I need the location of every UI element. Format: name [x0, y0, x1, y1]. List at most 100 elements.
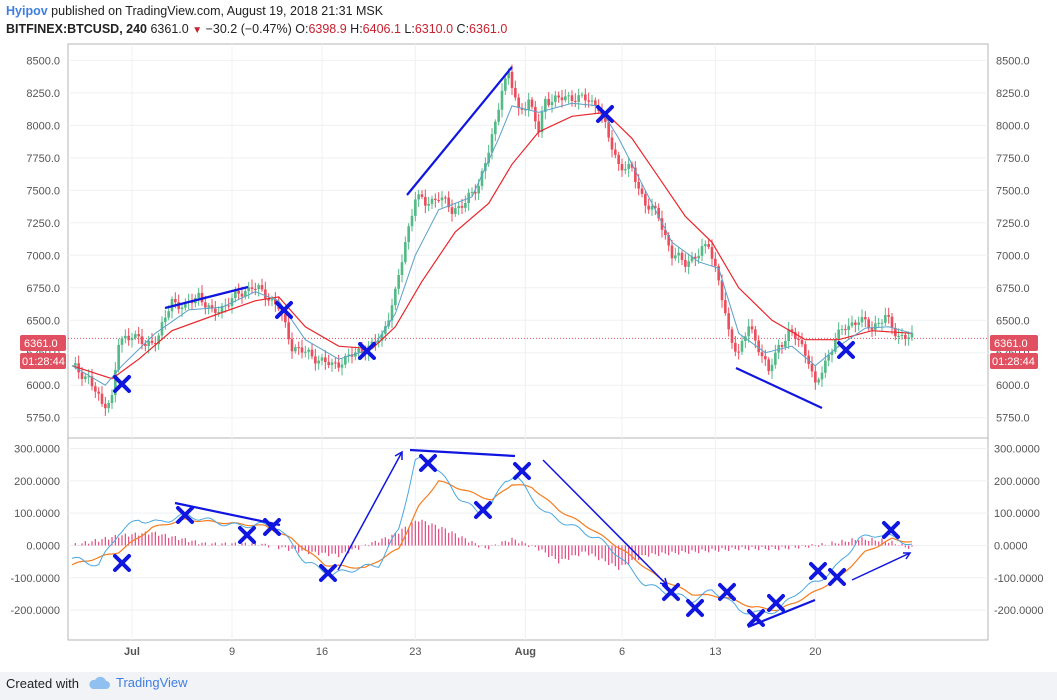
- price-tick-label: 7750.0: [26, 153, 60, 165]
- candle-body: [167, 311, 170, 318]
- candle-body: [264, 289, 267, 299]
- candle-body: [90, 376, 94, 387]
- time-tick-label: 13: [709, 646, 721, 658]
- candle-body: [150, 340, 154, 344]
- candle-body: [340, 364, 344, 368]
- candle-body: [317, 360, 320, 364]
- candle-body: [680, 252, 684, 260]
- candle-body: [427, 203, 430, 206]
- publish-info: Hyipov published on TradingView.com, Aug…: [6, 4, 383, 18]
- candle-body: [750, 326, 754, 330]
- arrow-lines[interactable]: [337, 450, 912, 587]
- symbol-info: BITFINEX:BTCUSD, 240 6361.0 ▼ −30.2 (−0.…: [6, 22, 507, 36]
- arrow-line[interactable]: [851, 552, 911, 581]
- x-mark-icon: [837, 341, 855, 359]
- candle-body: [617, 154, 620, 165]
- close-label: C:: [456, 22, 470, 36]
- x-mark-icon: [113, 554, 131, 572]
- low-label: L:: [404, 22, 415, 36]
- trend-lines[interactable]: [164, 66, 823, 629]
- candle-body: [817, 379, 820, 383]
- author-name[interactable]: Hyipov: [6, 4, 48, 18]
- close-value: 6361.0: [469, 22, 508, 36]
- candle-body: [670, 245, 674, 259]
- candle-body: [490, 134, 494, 153]
- candle-body: [117, 344, 120, 370]
- candle-body: [877, 322, 880, 324]
- candle-body: [344, 355, 347, 365]
- candle-body: [534, 106, 537, 122]
- candle-body: [310, 349, 314, 357]
- candle-body: [707, 244, 710, 248]
- price-tick-label: 7000.0: [26, 250, 60, 262]
- chart-canvas[interactable]: 8500.0 8500.0 8250.0 8250.0 8000.0 8000.0 7750…: [0, 0, 1057, 672]
- trend-line[interactable]: [735, 367, 823, 409]
- x-mark-stroke: [596, 105, 614, 123]
- x-mark-stroke: [113, 375, 131, 393]
- candle-body: [804, 344, 807, 356]
- candle-body: [470, 191, 474, 193]
- x-mark-stroke: [176, 506, 194, 524]
- candle-body: [790, 329, 794, 332]
- candle-body: [260, 285, 264, 290]
- price-tick-label: 8000.0: [996, 120, 1030, 132]
- price-tick-label: 5750.0: [26, 413, 60, 425]
- price-tick-label: 8000.0: [26, 120, 60, 132]
- tradingview-link[interactable]: TradingView: [88, 675, 188, 690]
- candle-body: [864, 317, 867, 320]
- price-tick-label: 6000.0: [996, 380, 1030, 392]
- candle-body: [584, 94, 587, 101]
- trend-line[interactable]: [406, 66, 513, 196]
- candle-body: [250, 287, 254, 290]
- arrow-line[interactable]: [542, 459, 668, 586]
- candle-body: [100, 393, 104, 404]
- candle-body: [130, 337, 134, 341]
- candle-body: [320, 357, 324, 361]
- candle-body: [827, 355, 830, 361]
- macd-axis[interactable]: 300.0000 300.0000 200.0000 200.0000 100.0000…: [10, 443, 1043, 617]
- candle-body: [474, 191, 477, 194]
- macd-pane[interactable]: [67, 437, 989, 641]
- candle-body: [284, 313, 287, 323]
- candle-body: [390, 305, 394, 321]
- candle-body: [137, 334, 140, 337]
- candle-body: [457, 205, 460, 209]
- candle-body: [714, 258, 717, 267]
- candle-body: [487, 152, 490, 164]
- candle-body: [604, 115, 607, 122]
- candle-body: [510, 71, 514, 88]
- candle-body: [504, 78, 507, 91]
- candle-body: [154, 343, 157, 345]
- candle-body: [304, 351, 307, 353]
- candle-body: [550, 101, 554, 106]
- arrow-line[interactable]: [337, 451, 403, 571]
- time-axis[interactable]: Jul 9 16 23 Aug 6 13 20: [124, 646, 821, 658]
- candle-body: [297, 347, 300, 349]
- price-tick-label: 7500.0: [996, 185, 1030, 197]
- candle-body: [287, 322, 290, 340]
- candle-body: [650, 206, 654, 210]
- x-mark-stroke: [828, 568, 846, 586]
- candle-body: [590, 100, 594, 102]
- x-mark-icon: [319, 564, 337, 582]
- arrow-head-icon: [903, 552, 912, 560]
- candle-body: [477, 185, 480, 194]
- candle-body: [114, 369, 117, 396]
- x-mark-icon: [419, 454, 437, 472]
- candle-body: [454, 208, 457, 214]
- candle-body: [274, 299, 277, 305]
- candle-body: [244, 291, 247, 297]
- candle-body: [447, 197, 450, 208]
- candle-body: [854, 322, 857, 325]
- x-mark-stroke: [419, 454, 437, 472]
- candle-body: [444, 197, 447, 199]
- trend-line[interactable]: [164, 285, 249, 310]
- price-tick-label: 5750.0: [996, 413, 1030, 425]
- candle-body: [660, 218, 664, 230]
- high-value: 6406.1: [362, 22, 401, 36]
- cloud-logo-icon: [89, 676, 110, 689]
- trend-line[interactable]: [409, 448, 516, 458]
- candle-body: [704, 244, 707, 247]
- candle-body: [404, 242, 407, 263]
- candle-body: [124, 335, 127, 339]
